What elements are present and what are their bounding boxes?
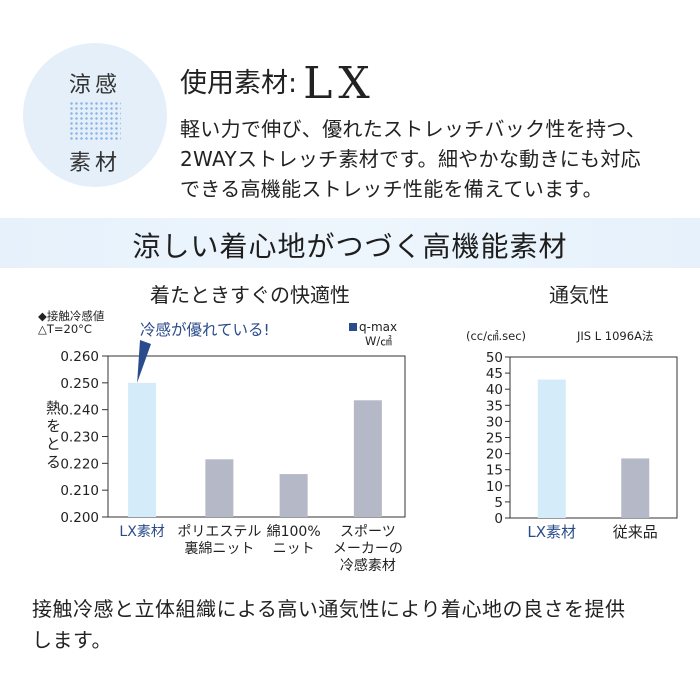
category-label: 冷感素材 <box>340 557 396 574</box>
category-label: メーカーの <box>333 541 403 557</box>
description-line: できる高機能ストレッチ性能を備えています。 <box>180 177 603 201</box>
description-line: 2WAYストレッチ素材です。細やかな動きにも対応 <box>180 147 641 171</box>
category-label: 裏綿ニット <box>184 540 254 557</box>
y-tick-label: 25 <box>486 431 503 447</box>
metric-label: △T=20°C <box>38 322 92 336</box>
y-axis-label: 熱をとる <box>44 400 62 472</box>
chart-2-title: 通気性 <box>549 283 609 307</box>
y-tick-label: 0 <box>494 511 503 527</box>
y-tick-label: 45 <box>486 366 503 382</box>
legend-swatch <box>349 323 357 331</box>
category-label: ニット <box>273 541 315 557</box>
bar <box>621 458 650 518</box>
y-tick-label: 10 <box>486 479 503 495</box>
y-tick-label: 30 <box>486 414 503 430</box>
material-name: LX <box>303 58 376 109</box>
y-tick-label: 40 <box>486 382 503 398</box>
feature-banner: 涼しい着心地がつづく高機能素材 <box>0 218 700 268</box>
plot-frame <box>509 356 678 519</box>
material-heading: 使用素材: LX <box>180 58 376 109</box>
summary-line: 接触冷感と立体組織による高い通気性により着心地の良さを提供 <box>32 597 626 621</box>
dot-pattern-icon <box>69 101 121 141</box>
legend-label: q-max <box>359 320 397 334</box>
y-tick-label: 0.240 <box>60 403 99 419</box>
category-label: 綿100% <box>267 524 321 540</box>
bar <box>128 382 157 517</box>
y-tick-label: 5 <box>494 495 503 511</box>
description-line: 軽い力で伸び、優れたストレッチバック性を持つ、 <box>180 117 647 141</box>
badge-line-1: 涼感 <box>68 73 121 98</box>
category-label: ポリエステル <box>177 524 261 540</box>
y-tick-label: 50 <box>486 350 503 366</box>
feature-banner-text: 涼しい着心地がつづく高機能素材 <box>132 230 568 263</box>
y-tick-label: 0.250 <box>60 376 99 392</box>
metric-label: ◆接触冷感値 <box>38 309 105 323</box>
badge-line-2: 素材 <box>68 151 121 176</box>
annotation-pointer <box>137 340 151 383</box>
unit-label: (cc/㎠.sec) <box>466 329 526 343</box>
y-tick-label: 0.230 <box>60 430 99 446</box>
y-tick-label: 20 <box>486 447 503 463</box>
breathability-chart: (cc/㎠.sec) JIS L 1096A法 051015202530354045… <box>466 329 678 541</box>
category-label: スポーツ <box>340 524 396 540</box>
y-tick-label: 0.210 <box>60 483 99 499</box>
y-tick-label: 15 <box>486 463 503 479</box>
bar <box>279 474 308 517</box>
annotation-label: 冷感が優れている! <box>140 321 270 339</box>
chart-1-title: 着たときすぐの快適性 <box>150 283 350 307</box>
bar <box>537 379 566 518</box>
summary-line: します。 <box>32 628 112 652</box>
category-label: LX素材 <box>527 523 576 541</box>
summary-text: 接触冷感と立体組織による高い通気性により着心地の良さを提供 します。 <box>32 594 682 656</box>
standard-label: JIS L 1096A法 <box>576 329 653 343</box>
legend-unit: W/㎠ <box>365 334 392 348</box>
category-label: LX素材 <box>119 524 164 540</box>
bar <box>353 400 382 517</box>
y-tick-label: 0.200 <box>60 510 99 526</box>
cool-material-badge: 涼感 素材 <box>23 43 167 187</box>
y-tick-label: 0.220 <box>60 456 99 472</box>
category-label: 従来品 <box>613 523 658 541</box>
material-description: 軽い力で伸び、優れたストレッチバック性を持つ、 2WAYストレッチ素材です。細や… <box>180 114 690 204</box>
bar <box>205 459 234 517</box>
y-tick-label: 35 <box>486 398 503 414</box>
y-tick-label: 0.260 <box>60 349 99 365</box>
material-heading-label: 使用素材: <box>180 68 298 99</box>
